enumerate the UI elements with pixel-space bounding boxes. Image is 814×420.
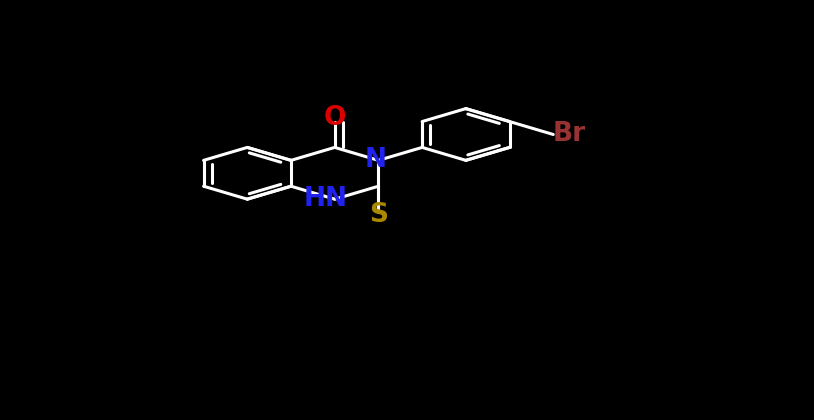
Text: S: S xyxy=(369,202,388,228)
Text: O: O xyxy=(323,105,346,131)
Text: N: N xyxy=(364,147,387,173)
Text: Br: Br xyxy=(553,121,585,147)
Text: HN: HN xyxy=(304,186,348,212)
